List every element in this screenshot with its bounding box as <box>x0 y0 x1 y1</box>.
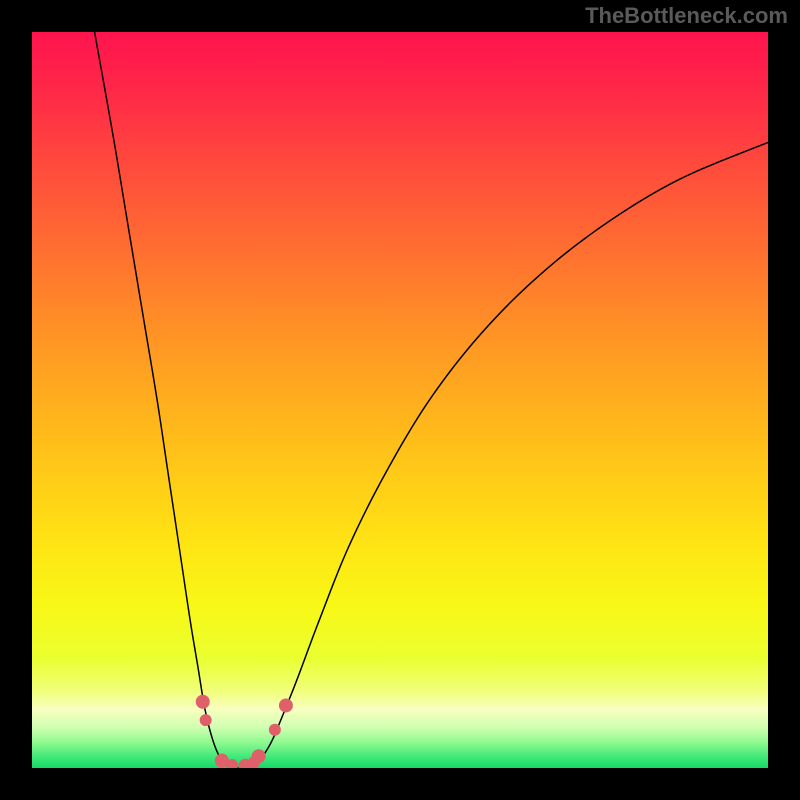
curve-svg <box>32 32 768 768</box>
data-marker <box>252 749 266 763</box>
plot-area <box>32 32 768 768</box>
data-marker <box>196 695 210 709</box>
bottleneck-curve <box>95 32 768 768</box>
watermark-text: TheBottleneck.com <box>585 3 788 29</box>
data-marker <box>279 698 293 712</box>
data-marker <box>269 724 281 736</box>
data-marker <box>200 714 212 726</box>
